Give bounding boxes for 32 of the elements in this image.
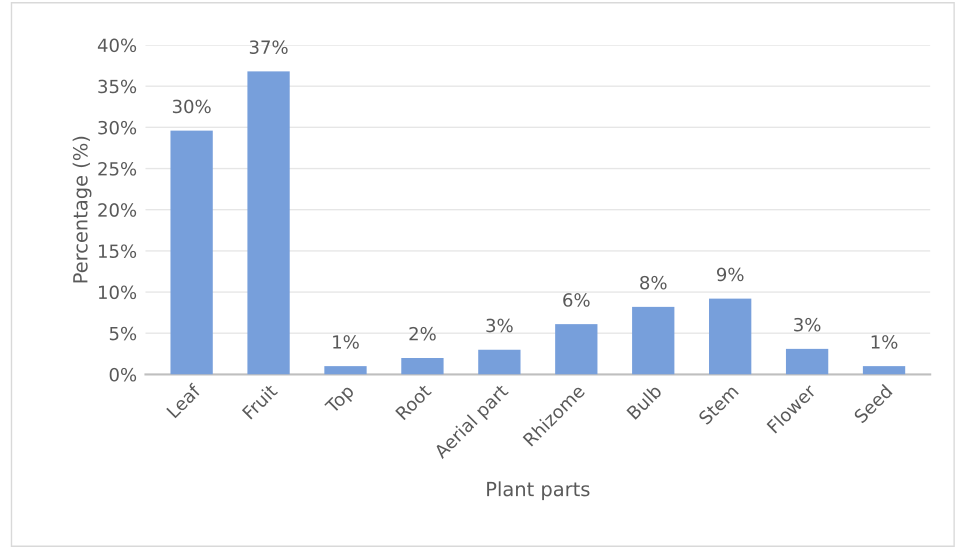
x-axis-title: Plant parts bbox=[487, 481, 590, 500]
bar bbox=[324, 366, 367, 374]
y-tick-label: 25% bbox=[98, 162, 136, 176]
data-label: 9% bbox=[716, 268, 744, 282]
data-label: 6% bbox=[563, 293, 590, 307]
data-label: 8% bbox=[640, 276, 667, 290]
bar bbox=[555, 324, 598, 374]
y-tick-label: 0% bbox=[110, 368, 136, 382]
bar bbox=[401, 358, 444, 374]
data-label: 37% bbox=[250, 40, 288, 54]
data-label: 3% bbox=[486, 318, 513, 332]
bar bbox=[170, 130, 213, 374]
y-tick-label: 20% bbox=[98, 203, 136, 217]
data-label: 1% bbox=[333, 335, 359, 349]
y-tick-label: 35% bbox=[98, 80, 136, 94]
bar bbox=[247, 71, 290, 374]
bar bbox=[786, 348, 828, 374]
data-label: 30% bbox=[172, 100, 211, 114]
y-tick-label: 15% bbox=[98, 244, 136, 258]
bar bbox=[478, 350, 521, 374]
y-axis-title: Percentage (%) bbox=[72, 136, 92, 282]
data-label: 1% bbox=[872, 335, 898, 349]
x-tick-label: Top bbox=[324, 384, 358, 417]
y-tick-label: 40% bbox=[98, 38, 136, 52]
y-tick-label: 10% bbox=[98, 286, 136, 300]
bar bbox=[862, 366, 906, 374]
y-tick-label: 30% bbox=[98, 120, 136, 134]
data-label: 2% bbox=[409, 326, 436, 341]
bar bbox=[709, 298, 752, 374]
y-tick-label: 5% bbox=[110, 326, 136, 340]
bar bbox=[632, 306, 674, 374]
data-label: 3% bbox=[794, 318, 820, 332]
